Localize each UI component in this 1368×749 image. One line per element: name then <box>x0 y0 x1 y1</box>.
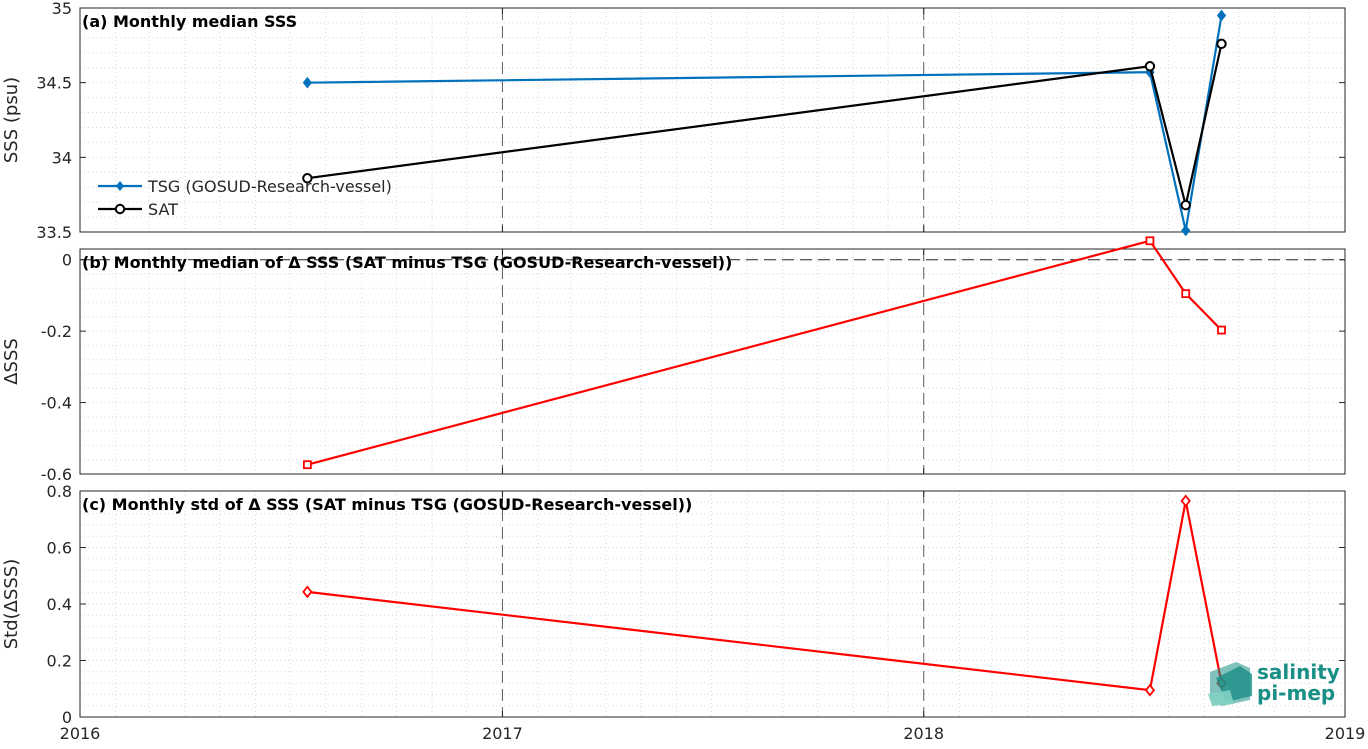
y-tick-label: 0 <box>62 251 72 270</box>
y-tick-label: 0.8 <box>47 482 72 501</box>
legend-entry: TSG (GOSUD-Research-vessel) <box>147 177 392 196</box>
y-tick-label: 0.6 <box>47 539 72 558</box>
series-0 <box>302 494 1227 697</box>
x-tick-label: 2018 <box>903 724 944 743</box>
logo-text-line2: pi-mep <box>1257 681 1335 705</box>
x-tick-label: 2019 <box>1325 724 1366 743</box>
data-point <box>1181 224 1191 237</box>
legend-marker <box>114 203 126 215</box>
y-tick-label: 0.2 <box>47 652 72 671</box>
panel-title: (c) Monthly std of Δ SSS (SAT minus TSG … <box>82 495 692 514</box>
x-tick-label: 2016 <box>60 724 101 743</box>
y-axis-label: ΔSSS <box>1 338 22 385</box>
y-axis-label: SSS (psu) <box>1 77 22 163</box>
y-tick-label: -0.2 <box>41 322 72 341</box>
y-tick-label: 33.5 <box>36 223 72 242</box>
data-point <box>1145 236 1155 246</box>
data-point <box>1216 9 1227 22</box>
data-point <box>302 585 313 599</box>
legend-entry: SAT <box>148 200 178 219</box>
data-point <box>1181 289 1191 299</box>
series-1 <box>302 38 1227 211</box>
panel-b: -0.6 -0.4 -0.2 0 ΔSSS (b) Monthly median of Δ… <box>1 236 1346 484</box>
y-tick-label: -0.4 <box>41 394 72 413</box>
data-point <box>1144 683 1156 697</box>
panel-c: 0 0.2 0.4 0.6 0.8 Std(ΔSSS) (c) Monthly std of… <box>1 482 1365 743</box>
data-point <box>1216 38 1227 50</box>
legend: TSG (GOSUD-Research-vessel) SAT <box>98 177 392 219</box>
panel-title: (a) Monthly median SSS <box>82 12 297 31</box>
data-point <box>1180 199 1191 211</box>
y-tick-label: 34.5 <box>36 74 72 93</box>
y-tick-label: 0.4 <box>47 595 72 614</box>
x-tick-label: 2017 <box>482 724 523 743</box>
logo-mark <box>1208 690 1234 706</box>
series-0 <box>302 236 1226 470</box>
y-tick-label: 0 <box>62 708 72 727</box>
panel-title: (b) Monthly median of Δ SSS (SAT minus T… <box>82 253 732 272</box>
logo-text-line1: salinity <box>1257 660 1340 684</box>
data-point <box>302 173 313 184</box>
y-tick-label: -0.6 <box>41 465 72 484</box>
data-point <box>1144 61 1156 72</box>
data-point <box>302 76 313 89</box>
data-point <box>1180 494 1191 508</box>
series-line <box>307 15 1223 232</box>
series-line <box>307 43 1223 207</box>
y-axis-label: Std(ΔSSS) <box>1 559 22 650</box>
y-tick-label: 35 <box>52 0 72 18</box>
axes-box <box>79 248 1346 475</box>
axes-box <box>79 7 1346 233</box>
data-point <box>302 460 312 470</box>
y-tick-label: 34 <box>52 148 72 167</box>
data-point <box>1217 325 1226 335</box>
series-line <box>307 499 1223 692</box>
series-line <box>307 239 1223 466</box>
legend-marker <box>116 181 124 191</box>
panel-a: 33.5 34 34.5 35 SSS (psu) (a) Monthly median … <box>1 0 1346 242</box>
